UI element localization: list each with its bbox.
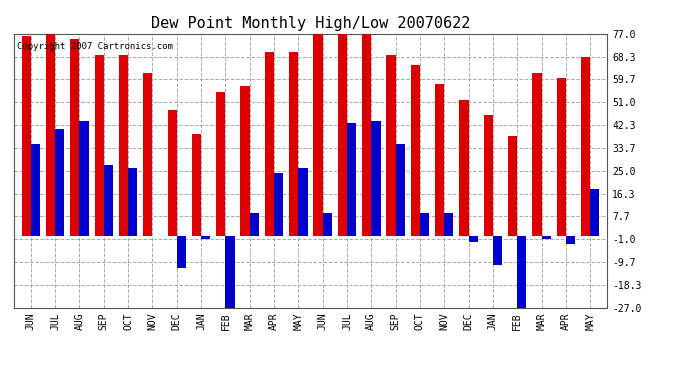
Bar xyxy=(460,99,469,236)
Bar xyxy=(216,92,226,236)
Bar xyxy=(435,84,444,236)
Bar xyxy=(469,236,477,242)
Bar xyxy=(518,236,526,308)
Bar xyxy=(313,34,323,236)
Bar xyxy=(395,144,405,236)
Bar xyxy=(590,189,600,236)
Bar xyxy=(542,236,551,239)
Bar xyxy=(420,213,429,236)
Bar xyxy=(557,78,566,236)
Title: Dew Point Monthly High/Low 20070622: Dew Point Monthly High/Low 20070622 xyxy=(151,16,470,31)
Bar xyxy=(168,110,177,236)
Bar xyxy=(386,55,395,236)
Bar xyxy=(21,36,31,236)
Bar xyxy=(95,55,103,236)
Bar xyxy=(371,121,381,236)
Bar xyxy=(144,73,152,236)
Bar xyxy=(532,73,542,236)
Bar xyxy=(265,52,274,236)
Bar xyxy=(55,129,64,236)
Bar xyxy=(274,173,284,236)
Bar xyxy=(128,168,137,236)
Bar xyxy=(508,136,518,236)
Bar xyxy=(250,213,259,236)
Bar xyxy=(70,39,79,236)
Bar xyxy=(323,213,332,236)
Bar xyxy=(493,236,502,266)
Bar xyxy=(31,144,40,236)
Bar xyxy=(362,34,371,236)
Bar xyxy=(226,236,235,308)
Bar xyxy=(192,134,201,236)
Bar xyxy=(79,121,89,236)
Bar xyxy=(347,123,356,236)
Bar xyxy=(411,65,420,236)
Bar xyxy=(289,52,298,236)
Bar xyxy=(201,236,210,239)
Bar xyxy=(444,213,453,236)
Bar xyxy=(566,236,575,244)
Bar xyxy=(119,55,128,236)
Bar xyxy=(581,57,590,236)
Bar xyxy=(177,236,186,268)
Text: Copyright 2007 Cartronics.com: Copyright 2007 Cartronics.com xyxy=(17,42,172,51)
Bar xyxy=(298,168,308,236)
Bar xyxy=(240,86,250,236)
Bar xyxy=(484,116,493,236)
Bar xyxy=(46,34,55,236)
Bar xyxy=(337,34,347,236)
Bar xyxy=(104,165,113,236)
